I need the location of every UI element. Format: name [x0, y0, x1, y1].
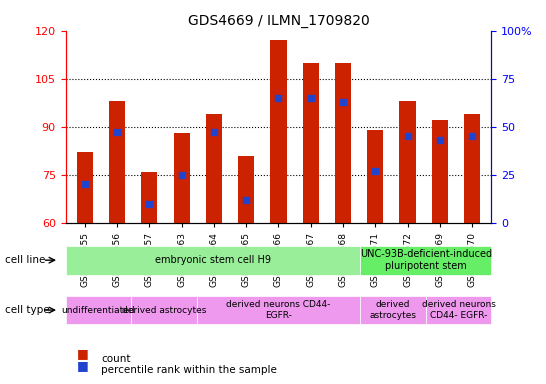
Point — [113, 129, 122, 136]
Bar — [206, 114, 222, 223]
Text: derived astrocytes: derived astrocytes — [122, 306, 206, 314]
Text: derived neurons
CD44- EGFR-: derived neurons CD44- EGFR- — [422, 300, 496, 320]
Title: GDS4669 / ILMN_1709820: GDS4669 / ILMN_1709820 — [188, 14, 369, 28]
Text: UNC-93B-deficient-induced
pluripotent stem: UNC-93B-deficient-induced pluripotent st… — [360, 249, 492, 271]
Point — [210, 129, 218, 136]
Point — [177, 172, 186, 178]
Text: count: count — [101, 354, 130, 364]
Point — [242, 197, 251, 203]
Bar — [335, 63, 351, 223]
Text: derived
astrocytes: derived astrocytes — [370, 300, 417, 320]
Bar — [270, 40, 287, 223]
Point — [468, 133, 477, 139]
Bar — [464, 114, 480, 223]
Text: cell type: cell type — [5, 305, 50, 315]
Bar — [367, 130, 383, 223]
Bar — [109, 101, 125, 223]
Text: embryonic stem cell H9: embryonic stem cell H9 — [155, 255, 271, 265]
Text: ■: ■ — [76, 347, 88, 360]
Text: derived neurons CD44-
EGFR-: derived neurons CD44- EGFR- — [226, 300, 331, 320]
Point — [339, 99, 347, 105]
Point — [403, 133, 412, 139]
Bar — [400, 101, 416, 223]
Bar — [238, 156, 254, 223]
Bar — [302, 63, 319, 223]
Text: percentile rank within the sample: percentile rank within the sample — [101, 365, 277, 375]
Text: undifferentiated: undifferentiated — [62, 306, 135, 314]
Point — [371, 168, 379, 174]
Point — [80, 181, 89, 187]
Bar — [432, 120, 448, 223]
Point — [274, 95, 283, 101]
Point — [145, 200, 154, 207]
Text: cell line: cell line — [5, 255, 46, 265]
Bar — [77, 152, 93, 223]
Text: ■: ■ — [76, 359, 88, 372]
Point — [435, 137, 444, 143]
Bar — [141, 172, 157, 223]
Bar — [174, 133, 190, 223]
Point — [306, 95, 315, 101]
